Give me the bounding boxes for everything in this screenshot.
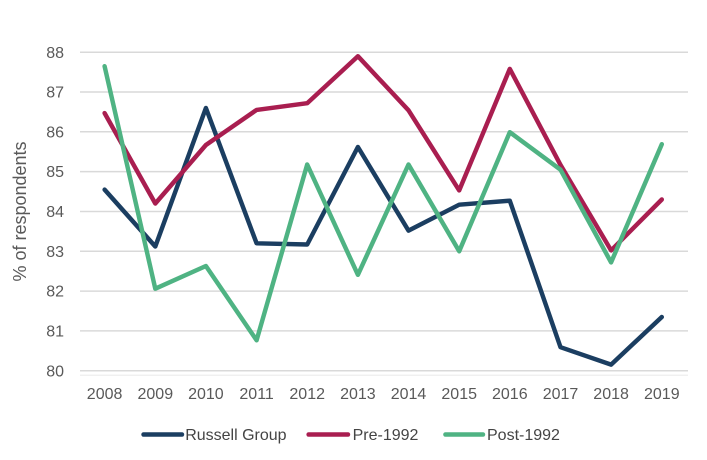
- svg-text:2010: 2010: [188, 386, 224, 403]
- svg-text:Russell Group: Russell Group: [185, 427, 286, 444]
- svg-text:86: 86: [46, 124, 64, 141]
- svg-text:Post-1992: Post-1992: [487, 427, 560, 444]
- svg-text:2008: 2008: [87, 386, 123, 403]
- svg-text:81: 81: [46, 324, 64, 341]
- svg-text:84: 84: [46, 204, 64, 221]
- svg-text:Pre-1992: Pre-1992: [353, 427, 419, 444]
- svg-text:83: 83: [46, 244, 64, 261]
- svg-text:2011: 2011: [239, 386, 274, 403]
- svg-text:% of respondents: % of respondents: [10, 141, 30, 281]
- svg-text:2016: 2016: [492, 386, 528, 403]
- svg-text:88: 88: [46, 45, 64, 62]
- svg-text:87: 87: [46, 85, 64, 102]
- svg-text:2017: 2017: [543, 386, 579, 403]
- svg-text:80: 80: [46, 363, 64, 380]
- svg-text:85: 85: [46, 164, 64, 181]
- svg-text:2009: 2009: [138, 386, 174, 403]
- svg-text:82: 82: [46, 284, 64, 301]
- svg-text:2015: 2015: [441, 386, 477, 403]
- svg-text:2018: 2018: [593, 386, 629, 403]
- svg-text:2019: 2019: [644, 386, 680, 403]
- svg-text:2012: 2012: [289, 386, 325, 403]
- svg-text:2013: 2013: [340, 386, 376, 403]
- svg-text:2014: 2014: [391, 386, 427, 403]
